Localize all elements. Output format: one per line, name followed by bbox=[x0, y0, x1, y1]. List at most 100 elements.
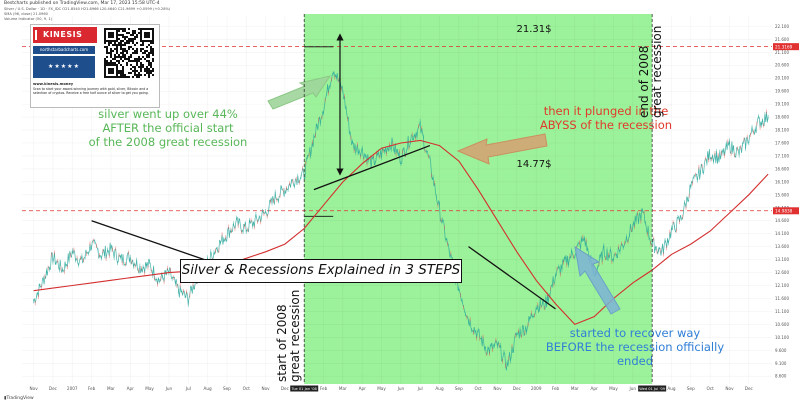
qr-module bbox=[110, 62, 112, 64]
qr-module bbox=[134, 66, 136, 68]
qr-module bbox=[152, 70, 154, 72]
y-tick-label: 17.600 bbox=[775, 140, 789, 145]
y-tick-label: 18.600 bbox=[775, 115, 789, 120]
qr-module bbox=[136, 52, 138, 54]
qr-module bbox=[136, 70, 138, 72]
qr-module bbox=[106, 52, 108, 54]
ad-brand: KINESIS bbox=[43, 30, 83, 39]
qr-module bbox=[128, 48, 130, 50]
qr-module bbox=[132, 48, 134, 50]
qr-module bbox=[132, 42, 134, 44]
qr-module bbox=[104, 60, 106, 62]
x-tick-label: Feb bbox=[552, 386, 560, 391]
qr-module bbox=[116, 46, 118, 48]
tradingview-footer: ▮TradingView bbox=[4, 396, 34, 401]
qr-module bbox=[128, 46, 130, 48]
x-tick-label: Dec bbox=[513, 386, 522, 391]
qr-module bbox=[122, 48, 124, 50]
x-axis: Nov Dec 2007 Feb Mar Apr May Jun Jul Aug Sep Oct Nov… bbox=[0, 384, 800, 394]
x-tick-label: Jun bbox=[165, 386, 173, 391]
y-tick-label: 13.600 bbox=[775, 244, 789, 249]
annotation-line: then it plunged in the bbox=[544, 104, 669, 118]
qr-module bbox=[148, 54, 150, 56]
qr-module bbox=[110, 50, 112, 52]
ad-blurb: Scan to start your award-winning journey… bbox=[33, 87, 149, 95]
qr-module bbox=[120, 52, 122, 54]
qr-module bbox=[144, 50, 146, 52]
y-tick-label: 11.600 bbox=[775, 296, 789, 301]
qr-module bbox=[122, 40, 124, 42]
qr-module bbox=[122, 56, 124, 58]
qr-module bbox=[118, 28, 120, 30]
qr-module bbox=[130, 64, 132, 66]
qr-module bbox=[148, 56, 150, 58]
qr-module bbox=[150, 42, 152, 44]
qr-module bbox=[118, 60, 120, 62]
qr-module bbox=[114, 56, 116, 58]
blue-arrow-icon bbox=[574, 245, 621, 315]
x-tick-label: Apr bbox=[127, 386, 135, 391]
qr-module bbox=[134, 44, 136, 46]
qr-module bbox=[138, 58, 140, 60]
qr-module bbox=[148, 52, 150, 54]
x-tick-label: Sep bbox=[223, 386, 231, 391]
qr-module bbox=[126, 58, 128, 60]
x-tick-label: Oct bbox=[243, 386, 251, 391]
qr-module bbox=[124, 28, 126, 30]
qr-module bbox=[118, 34, 120, 36]
x-tick-label: Aug bbox=[667, 386, 676, 391]
qr-code-icon bbox=[104, 28, 154, 78]
x-tick-label: Dec bbox=[49, 386, 58, 391]
qr-module bbox=[152, 74, 154, 76]
annotation-line: silver went up over 44% bbox=[98, 107, 238, 121]
qr-module bbox=[130, 56, 132, 58]
qr-module bbox=[118, 54, 120, 56]
vertical-label-line: end of 2008 bbox=[637, 46, 651, 118]
qr-module bbox=[122, 36, 124, 38]
qr-finder-center bbox=[144, 32, 150, 38]
qr-module bbox=[136, 58, 138, 60]
qr-module bbox=[144, 52, 146, 54]
qr-module bbox=[128, 56, 130, 58]
level-lines bbox=[22, 46, 772, 217]
qr-module bbox=[148, 64, 150, 66]
annotation-rise: silver went up over 44% AFTER the officia… bbox=[89, 107, 248, 149]
qr-module bbox=[140, 64, 142, 66]
y-tick-label: 11.100 bbox=[775, 309, 789, 314]
y-tick-label: 12.600 bbox=[775, 270, 789, 275]
qr-module bbox=[132, 34, 134, 36]
y-tick-label: 16.100 bbox=[775, 179, 789, 184]
annotation-recover: started to recover way BEFORE the recessi… bbox=[546, 326, 724, 368]
qr-module bbox=[126, 36, 128, 38]
kinesis-logo: KINESIS bbox=[33, 27, 97, 43]
qr-module bbox=[110, 54, 112, 56]
qr-module bbox=[134, 52, 136, 54]
qr-module bbox=[126, 50, 128, 52]
qr-module bbox=[132, 40, 134, 42]
annotation-plunge: then it plunged in the ABYSS of the reces… bbox=[540, 104, 672, 132]
qr-module bbox=[150, 62, 152, 64]
x-tick-label: Oct bbox=[707, 386, 715, 391]
vertical-label-line: great recession bbox=[288, 290, 302, 382]
qr-module bbox=[152, 58, 154, 60]
qr-module bbox=[144, 58, 146, 60]
qr-module bbox=[140, 50, 142, 52]
qr-module bbox=[126, 40, 128, 42]
qr-module bbox=[132, 70, 134, 72]
y-tick-label: 14.600 bbox=[775, 218, 789, 223]
qr-module bbox=[120, 58, 122, 60]
qr-module bbox=[140, 66, 142, 68]
qr-module bbox=[120, 74, 122, 76]
qr-module bbox=[148, 72, 150, 74]
qr-module bbox=[136, 74, 138, 76]
x-tick-label: May bbox=[609, 386, 618, 391]
qr-module bbox=[112, 58, 114, 60]
sponsor-ad[interactable]: KINESIS northstarbadcharts.com ★★★★★ www… bbox=[30, 24, 160, 108]
qr-module bbox=[134, 60, 136, 62]
qr-module bbox=[126, 62, 128, 64]
qr-module bbox=[134, 74, 136, 76]
qr-module bbox=[138, 32, 140, 34]
qr-finder bbox=[104, 64, 118, 78]
